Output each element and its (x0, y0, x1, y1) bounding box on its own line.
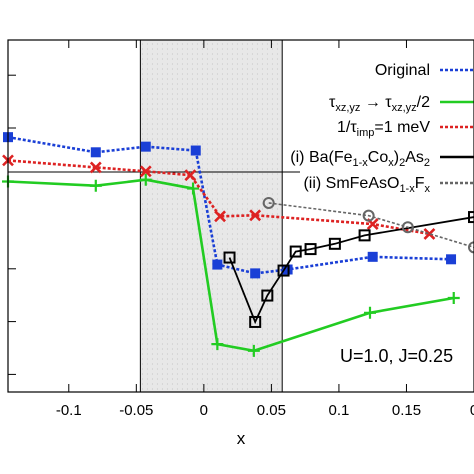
legend-background (300, 41, 474, 191)
series-group (262, 196, 474, 254)
series-line (268, 202, 474, 249)
data-point (89, 179, 102, 192)
data-point (367, 251, 378, 262)
data-point (214, 210, 226, 223)
data-point (363, 306, 376, 319)
series-group (223, 211, 474, 328)
x-axis-label: x (237, 429, 246, 448)
x-tick-label: -0.05 (119, 402, 153, 419)
data-point (190, 145, 201, 156)
data-point (249, 315, 262, 328)
data-point (187, 182, 200, 195)
legend-label: Original (375, 62, 430, 79)
series-layer (2, 132, 474, 357)
legend-label: 1/τimp=1 meV (337, 119, 430, 139)
data-point (468, 211, 474, 224)
annotation-label: U=1.0, J=0.25 (340, 346, 453, 366)
x-axis: -0.1 -0.05 0 0.05 0.1 0.15 0 (8, 40, 474, 419)
data-point (401, 221, 414, 234)
data-point (140, 141, 151, 152)
data-point (468, 241, 474, 254)
data-point (261, 289, 274, 302)
data-point (223, 251, 236, 264)
data-point (247, 344, 260, 357)
data-point (139, 173, 152, 186)
data-point (362, 209, 375, 222)
x-tick-label: 0.05 (257, 402, 286, 419)
data-point (289, 245, 302, 258)
x-tick-label: 0.15 (392, 402, 421, 419)
series-group (2, 173, 460, 357)
series-line (7, 159, 430, 236)
data-point (447, 292, 460, 305)
x-tick-label: 0.1 (328, 402, 349, 419)
plot-frame (7, 39, 474, 393)
data-point (250, 268, 261, 279)
series-line (7, 178, 454, 353)
legend-label: (ii) SmFeAsO1-xFx (303, 175, 430, 195)
legend-label: (i) Ba(Fe1-xCox)2As2 (290, 149, 430, 169)
data-point (184, 169, 197, 182)
data-point (358, 229, 371, 242)
data-point (211, 338, 224, 351)
data-point (277, 264, 290, 277)
data-point (89, 161, 102, 174)
x-tick-label: -0.1 (56, 402, 82, 419)
data-point (212, 259, 223, 270)
data-point (249, 209, 262, 222)
data-point (90, 147, 101, 158)
data-point (446, 254, 457, 265)
shaded-region (140, 40, 283, 392)
series-line (228, 216, 474, 325)
data-point (304, 243, 317, 256)
x-tick-label: 0 (200, 402, 208, 419)
data-point (423, 228, 436, 240)
data-point (139, 165, 152, 178)
x-tick-label: 0 (470, 402, 474, 419)
legend: Original τxz,yz → τxz,yz/2 1/τimp=1 meV (i)… (290, 41, 474, 195)
legend-label: τxz,yz → τxz,yz/2 (329, 94, 430, 114)
data-point (328, 237, 341, 250)
data-point (262, 196, 275, 209)
